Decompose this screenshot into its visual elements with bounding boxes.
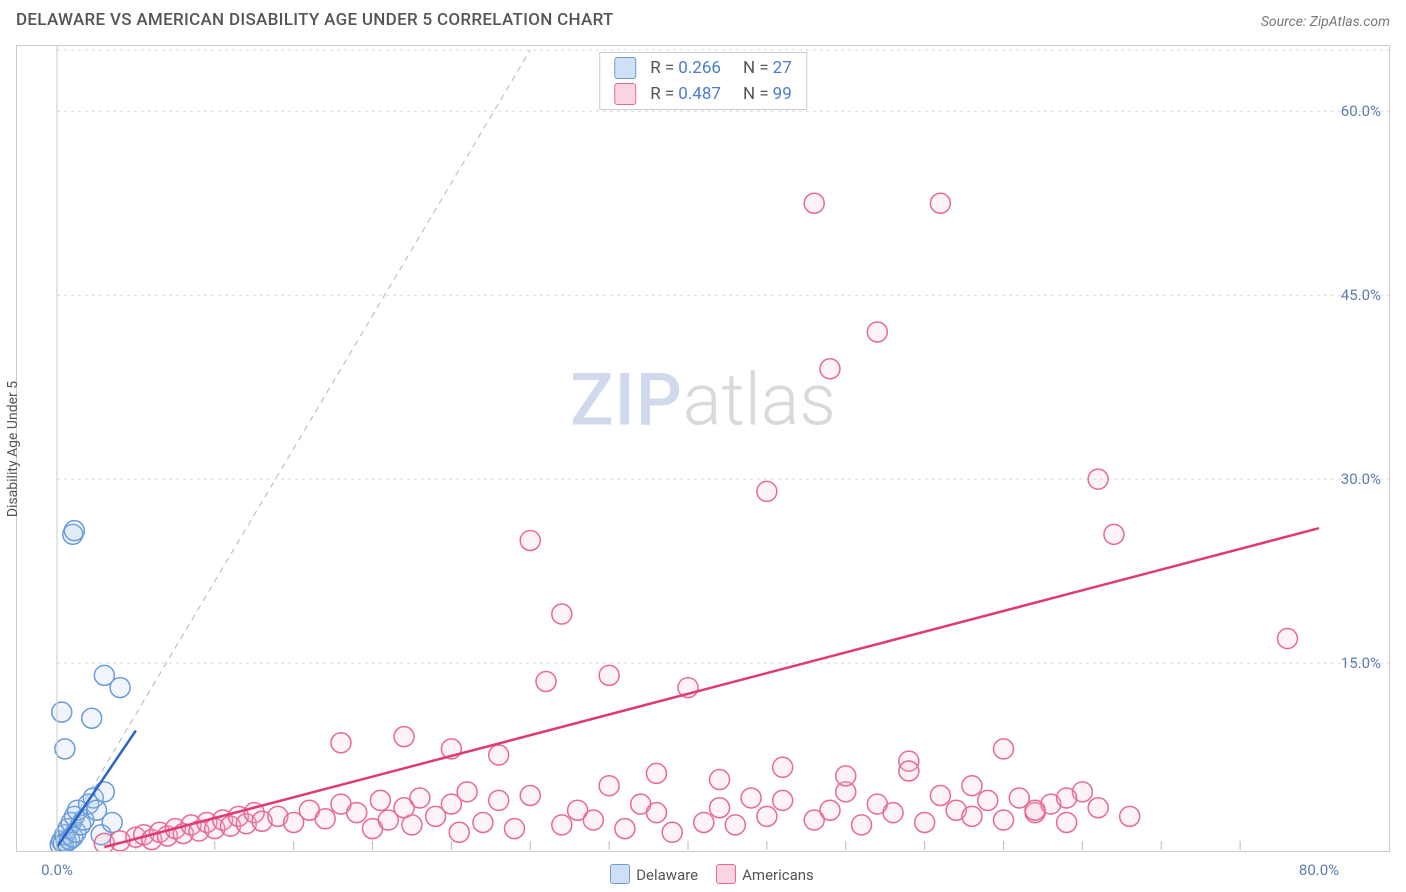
plot-area: Disability Age Under 5 ZIPatlas R = 0.26… — [16, 45, 1390, 852]
y-tick-label: 30.0% — [1341, 470, 1381, 488]
y-tick-label: 15.0% — [1341, 654, 1381, 672]
header: DELAWARE VS AMERICAN DISABILITY AGE UNDE… — [0, 0, 1406, 38]
legend-label: Delaware — [636, 866, 698, 884]
stat-r-label: R = — [650, 58, 674, 78]
legend-label: Americans — [742, 866, 814, 884]
stat-r-label: R = — [650, 84, 674, 104]
scatter-plot — [17, 46, 1389, 851]
chart-container: DELAWARE VS AMERICAN DISABILITY AGE UNDE… — [0, 0, 1406, 892]
series-legend: Delaware Americans — [0, 864, 1406, 884]
legend-swatch — [716, 864, 736, 884]
legend-swatch — [610, 864, 630, 884]
source-label: Source: ZipAtlas.com — [1261, 14, 1390, 30]
stats-row: R = 0.487 N = 99 — [600, 81, 806, 107]
stats-row: R = 0.266 N = 27 — [600, 55, 806, 81]
stat-r-value: 0.266 — [678, 58, 721, 78]
legend-swatch — [614, 83, 636, 105]
stat-n-label: N = — [743, 84, 769, 104]
stat-r-value: 0.487 — [678, 84, 721, 104]
y-tick-label: 45.0% — [1341, 286, 1381, 304]
stat-n-label: N = — [743, 58, 769, 78]
legend-swatch — [614, 57, 636, 79]
stats-legend: R = 0.266 N = 27 R = 0.487 N = 99 — [599, 52, 807, 110]
stat-n-value: 27 — [773, 58, 792, 78]
y-tick-label: 60.0% — [1341, 102, 1381, 120]
chart-title: DELAWARE VS AMERICAN DISABILITY AGE UNDE… — [16, 10, 614, 30]
stat-n-value: 99 — [773, 84, 792, 104]
